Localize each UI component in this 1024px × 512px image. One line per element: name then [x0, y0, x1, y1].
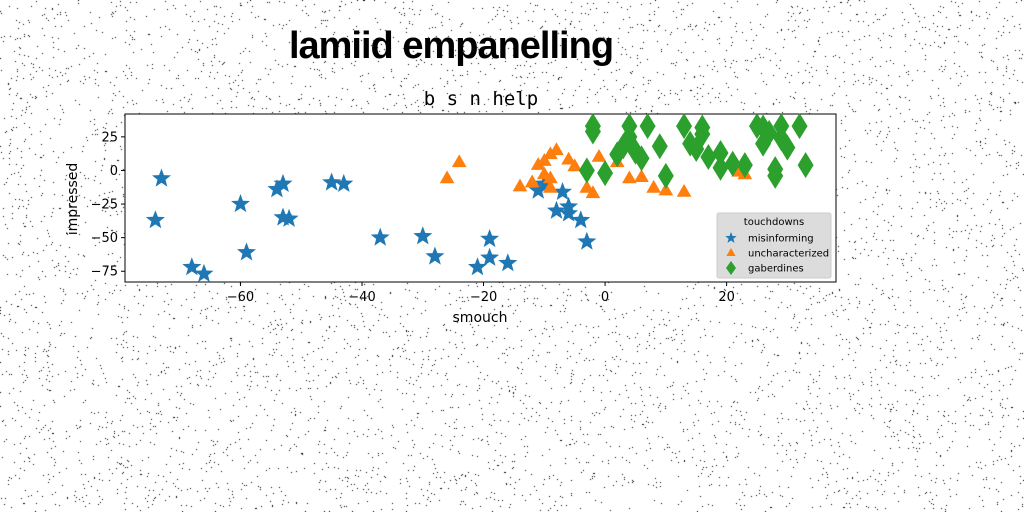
y-tick-label: 25 — [101, 130, 118, 145]
data-point-star — [425, 246, 445, 265]
data-point-triangle — [512, 178, 528, 192]
data-point-diamond — [639, 113, 656, 140]
data-point-triangle — [439, 170, 455, 184]
data-point-diamond — [761, 119, 778, 146]
data-point-star — [480, 229, 500, 248]
data-point-triangle — [676, 183, 692, 197]
data-point-diamond — [736, 152, 753, 179]
data-point-star — [194, 263, 214, 282]
data-point-diamond — [657, 162, 674, 189]
data-point-diamond — [597, 160, 614, 187]
data-point-star — [528, 180, 548, 199]
data-point-triangle — [543, 170, 558, 184]
data-point-diamond — [676, 113, 693, 140]
data-point-diamond — [779, 134, 796, 161]
data-point-star — [237, 242, 256, 261]
data-point-star — [571, 210, 591, 229]
legend-label: uncharacterized — [748, 249, 829, 260]
data-point-star — [577, 231, 597, 250]
x-tick-label: −20 — [470, 290, 497, 305]
legend-label: gaberdines — [748, 264, 804, 275]
data-point-diamond — [578, 157, 595, 184]
data-point-star — [152, 168, 171, 187]
data-points — [145, 113, 814, 282]
data-point-star — [553, 182, 572, 200]
figure-suptitle: lamiid empanelling — [289, 25, 613, 67]
data-point-star — [322, 172, 342, 191]
data-point-diamond — [797, 152, 814, 179]
data-point-star — [547, 200, 566, 219]
data-point-diamond — [584, 118, 601, 145]
data-point-star — [279, 208, 299, 227]
data-point-triangle — [585, 185, 601, 199]
x-axis: −60 −40 −20 0 20 — [227, 282, 735, 305]
data-point-star — [498, 253, 518, 272]
data-point-triangle — [646, 179, 662, 193]
data-point-triangle — [543, 179, 558, 193]
data-point-diamond — [712, 139, 729, 166]
data-point-diamond — [700, 144, 717, 171]
data-point-triangle — [561, 151, 576, 165]
data-point-triangle — [524, 174, 540, 188]
y-axis: 25 0 −25 −50 −75 — [91, 130, 125, 280]
x-axis-label: smouch — [453, 310, 508, 326]
legend-marker-diamond — [726, 261, 736, 275]
x-tick-label: 20 — [718, 290, 735, 305]
data-point-diamond — [694, 121, 711, 148]
data-point-star — [273, 173, 293, 192]
y-tick-label: −50 — [91, 231, 118, 246]
data-point-star — [559, 196, 579, 215]
x-tick-label: −60 — [227, 290, 254, 305]
data-point-triangle — [536, 153, 552, 166]
data-point-star — [267, 179, 287, 198]
data-point-star — [559, 203, 579, 222]
data-point-triangle — [567, 158, 583, 172]
data-point-star — [480, 247, 500, 266]
data-point-diamond — [767, 156, 784, 183]
legend-title: touchdowns — [744, 217, 804, 228]
data-point-star — [468, 257, 487, 276]
x-tick-label: 0 — [601, 290, 609, 305]
data-point-triangle — [634, 169, 649, 182]
data-point-star — [413, 226, 433, 245]
y-tick-label: −25 — [91, 198, 118, 213]
data-point-diamond — [712, 154, 729, 181]
legend-marker-star — [725, 232, 737, 243]
legend: touchdowns misinforming uncharacterized ga… — [716, 212, 832, 279]
data-point-triangle — [543, 146, 558, 160]
legend-entries: misinforming uncharacterized gaberdines — [725, 232, 829, 275]
data-point-triangle — [530, 157, 546, 170]
legend-box — [716, 212, 832, 279]
legend-label: misinforming — [748, 234, 814, 245]
y-tick-label: −75 — [91, 265, 118, 280]
y-axis-label: impressed — [65, 163, 81, 236]
data-point-triangle — [591, 149, 607, 162]
chart-title: b s n help — [424, 88, 538, 110]
data-point-star — [370, 227, 390, 246]
data-point-diamond — [724, 150, 741, 177]
data-point-star — [182, 257, 202, 276]
data-point-triangle — [549, 142, 564, 156]
data-point-diamond — [651, 133, 668, 160]
data-point-star — [231, 194, 250, 213]
data-point-star — [145, 210, 165, 229]
y-tick-label: 0 — [110, 164, 118, 179]
legend-marker-triangle — [726, 248, 736, 256]
data-point-triangle — [622, 170, 637, 184]
data-point-triangle — [658, 182, 674, 196]
data-point-diamond — [791, 113, 808, 140]
data-point-diamond — [633, 145, 650, 172]
data-point-triangle — [451, 154, 467, 168]
x-tick-label: −40 — [348, 290, 375, 305]
data-point-star — [334, 173, 354, 192]
